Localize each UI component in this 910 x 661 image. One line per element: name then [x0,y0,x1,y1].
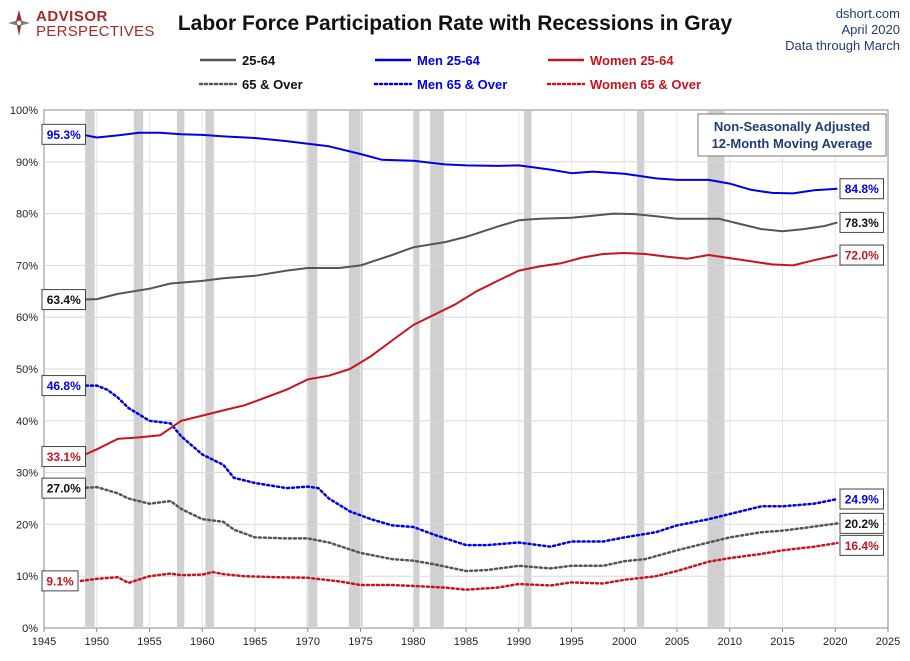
start-value-label: 63.4% [41,289,86,311]
value-label-text: 9.1% [46,574,74,588]
legend: 25-64 65 & Over Men 25-64 Men 65 & Over Wome… [198,53,701,92]
x-tick-label: 1990 [507,636,531,648]
end-value-label: 20.2% [839,512,884,534]
series-line [79,384,839,548]
x-tick-label: 1980 [401,636,425,648]
x-tick-label: 2020 [823,636,847,648]
value-label-box [839,534,884,556]
x-tick-label: 1945 [32,636,56,648]
end-value-label: 84.8% [839,178,884,200]
series-line [80,212,838,301]
x-tick-label: 2000 [612,636,636,648]
y-tick-label: 80% [16,209,38,221]
brand-logo: ADVISOR PERSPECTIVES [6,6,154,42]
source-note: Data through March [785,38,900,53]
legend-label: 25-64 [242,53,276,68]
x-tick-label: 1965 [243,636,267,648]
x-tick-label: 1955 [137,636,161,648]
value-label-text: 72.0% [845,249,879,263]
end-value-label: 72.0% [839,244,884,266]
series-line [79,541,839,591]
x-tick-label: 1995 [559,636,583,648]
series-line [80,131,838,195]
legend-label: Women 65 & Over [590,77,701,92]
value-label-text: 95.3% [47,128,81,142]
start-value-label: 95.3% [41,123,86,145]
end-value-label: 78.3% [839,211,884,233]
start-value-label: 33.1% [41,446,86,468]
chart-title: Labor Force Participation Rate with Rece… [177,12,733,35]
value-label-text: 27.0% [47,482,81,496]
brand-name-line1: ADVISOR [36,8,108,25]
value-label-text: 84.8% [845,182,879,196]
legend-label: 65 & Over [242,77,303,92]
note-line-1: Non-Seasonally Adjusted [714,119,870,134]
gridlines [44,110,888,628]
axes: 0% 10% 20% 30% 40% 50% 60% 70% 80% 90% 100% 1945 195… [10,105,900,648]
value-label-text: 16.4% [845,539,879,553]
x-tick-label: 2005 [665,636,689,648]
value-label-text: 33.1% [47,450,81,464]
value-label-box [839,178,884,200]
value-label-box [41,477,86,499]
start-value-label: 27.0% [41,477,86,499]
value-label-text: 78.3% [845,216,879,230]
value-labels: 95.3% 63.4% 46.8% 33.1% 27.0% 9.1% 84.8% 78.3% 7… [41,123,884,592]
x-tick-label: 2025 [876,636,900,648]
value-label-box [41,289,86,311]
y-tick-label: 100% [10,105,38,117]
value-label-box [41,570,79,592]
y-tick-label: 50% [16,364,38,376]
note-line-2: 12-Month Moving Average [712,136,873,151]
source-site: dshort.com [835,6,900,21]
y-tick-label: 10% [16,571,38,583]
y-tick-label: 20% [16,519,38,531]
value-label-text: 24.9% [845,493,879,507]
source-credit: dshort.com April 2020 Data through March [785,6,900,54]
note-box: Non-Seasonally Adjusted 12-Month Moving … [697,113,887,157]
value-label-box [41,375,86,397]
value-label-box [41,446,86,468]
value-label-text: 63.4% [47,293,81,307]
legend-label: Women 25-64 [590,53,674,68]
series-line [79,485,839,573]
start-value-label: 46.8% [41,375,86,397]
brand-name-line2: PERSPECTIVES [36,23,155,40]
y-tick-label: 30% [16,468,38,480]
y-tick-label: 60% [16,312,38,324]
value-label-box [839,244,884,266]
value-label-box [41,123,86,145]
x-tick-label: 2010 [718,636,742,648]
value-label-box [839,211,884,233]
x-tick-label: 1985 [454,636,478,648]
series-lines [79,131,839,591]
x-tick-label: 1970 [296,636,320,648]
y-tick-label: 70% [16,260,38,272]
end-value-label: 24.9% [839,488,884,510]
value-label-box [839,488,884,510]
x-tick-label: 1975 [348,636,372,648]
series-line [80,252,838,458]
y-tick-label: 90% [16,157,38,169]
end-value-label: 16.4% [839,534,884,556]
x-tick-label: 1960 [190,636,214,648]
start-value-label: 9.1% [41,570,79,592]
value-label-text: 46.8% [47,379,81,393]
y-tick-label: 0% [22,623,38,635]
source-date: April 2020 [841,22,900,37]
legend-label: Men 65 & Over [417,77,507,92]
x-tick-label: 2015 [770,636,794,648]
value-label-text: 20.2% [845,517,879,531]
x-tick-label: 1950 [85,636,109,648]
y-tick-label: 40% [16,416,38,428]
compass-icon [8,10,30,36]
legend-label: Men 25-64 [417,53,481,68]
value-label-box [839,512,884,534]
